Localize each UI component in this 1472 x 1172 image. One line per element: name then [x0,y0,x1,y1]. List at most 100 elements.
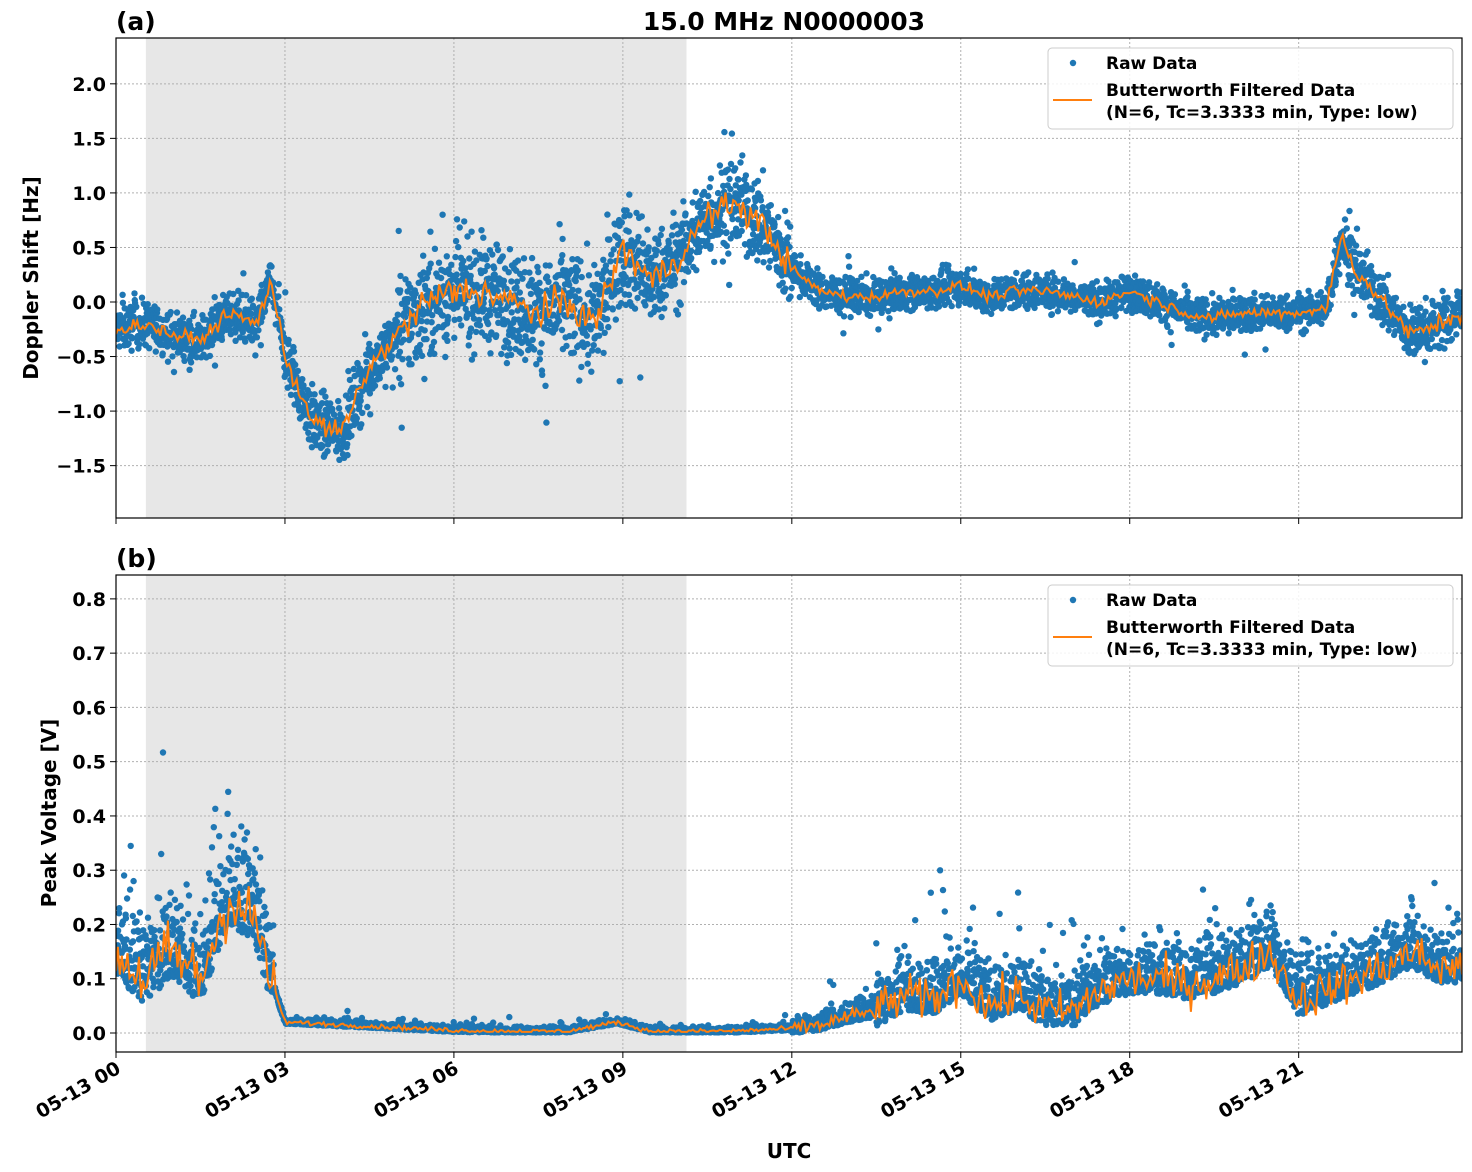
raw-point [228,843,235,850]
raw-point [527,290,535,298]
y-tick-label: −1.0 [56,401,106,423]
raw-point [594,270,601,277]
raw-point [674,311,682,318]
raw-point [1400,303,1407,310]
raw-point [1139,278,1147,285]
raw-point [455,243,462,251]
raw-point [1348,273,1355,280]
raw-point [661,305,668,312]
raw-point [1421,358,1429,366]
raw-point [555,317,563,324]
raw-point [177,902,184,909]
raw-point [397,272,404,280]
raw-point [765,264,773,271]
raw-point [169,353,176,360]
raw-point [133,918,140,925]
raw-point [257,342,264,349]
raw-point [642,302,649,309]
raw-point [672,221,680,228]
raw-point [559,235,566,243]
raw-point [945,262,952,269]
raw-point [163,913,170,920]
raw-point [146,992,154,999]
raw-point [1439,287,1446,295]
raw-point [616,378,623,385]
raw-point [965,275,972,282]
raw-point [1427,345,1434,352]
raw-point [577,258,584,265]
raw-point [711,258,718,266]
raw-point [688,254,695,262]
legend-filtered-label: Butterworth Filtered Data [1106,81,1355,101]
raw-point [571,330,578,337]
raw-point [516,270,524,278]
raw-point [529,336,536,343]
raw-point [1216,294,1223,302]
raw-point [520,255,528,262]
raw-point [294,367,302,375]
raw-point [720,222,727,229]
raw-point [123,936,130,943]
raw-point [451,334,458,341]
raw-point [759,167,767,174]
raw-point [1441,345,1448,352]
raw-point [214,946,222,953]
raw-point [513,284,520,291]
raw-point [737,159,744,166]
raw-point [531,346,538,353]
raw-point [456,224,463,231]
raw-point [719,258,727,265]
raw-point [188,936,195,944]
raw-point [644,226,651,233]
raw-point [964,266,972,273]
raw-point [608,251,615,258]
raw-point [677,301,684,308]
raw-point [683,220,690,227]
raw-point [775,213,782,221]
raw-point [121,942,129,950]
raw-point [366,340,373,348]
raw-point [726,175,733,183]
raw-point [169,931,176,939]
raw-point [418,352,426,359]
raw-point [159,749,167,756]
raw-point [202,897,209,904]
raw-point [336,456,343,463]
raw-point [891,270,898,277]
raw-point [787,223,794,230]
raw-point [1346,207,1353,215]
raw-point [275,293,282,300]
raw-point [760,259,767,266]
raw-point [1367,303,1374,310]
raw-point [588,368,595,375]
raw-point [367,411,374,418]
raw-point [1457,323,1462,330]
raw-point [526,269,533,276]
raw-point [1164,323,1171,330]
raw-point [412,354,420,361]
raw-point [494,287,501,295]
raw-point [154,306,161,313]
raw-point [136,909,144,916]
raw-point [230,886,237,893]
raw-point [855,308,862,316]
raw-point [543,273,551,280]
raw-point [1457,295,1462,303]
raw-point [604,211,611,218]
raw-point [506,345,513,352]
raw-point [490,265,498,272]
raw-point [1422,294,1430,302]
raw-point [1422,308,1429,315]
raw-point [707,175,715,182]
raw-point [285,336,292,344]
raw-point [468,356,476,363]
raw-point [533,361,540,368]
raw-point [568,313,576,320]
raw-point [359,409,366,417]
raw-point [536,356,543,363]
raw-point [609,306,616,313]
raw-point [792,253,799,260]
raw-point [726,281,733,289]
raw-point [735,176,742,183]
